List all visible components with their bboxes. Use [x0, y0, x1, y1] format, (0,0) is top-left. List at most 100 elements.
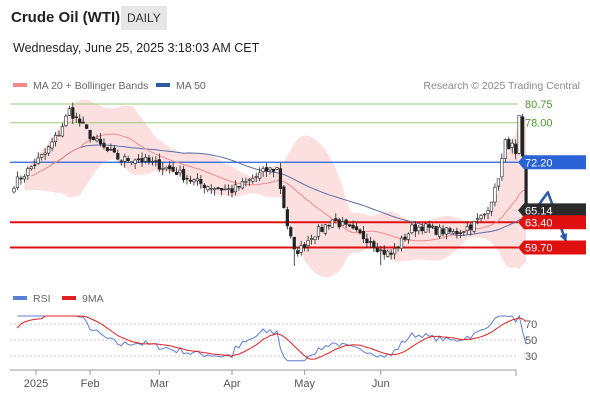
candle-body	[437, 226, 442, 237]
candle	[261, 165, 265, 177]
level-label-1: 78.00	[525, 118, 553, 130]
candlesticks	[12, 102, 528, 266]
candle-body	[237, 186, 241, 188]
candle-body	[130, 161, 134, 164]
candle-body	[455, 230, 459, 235]
candle	[226, 184, 231, 196]
candle	[230, 184, 234, 198]
candle-body	[517, 115, 521, 154]
candle	[26, 166, 30, 180]
candle	[313, 236, 317, 245]
candle-body	[67, 108, 71, 116]
candle	[88, 129, 92, 143]
candle	[109, 143, 113, 151]
candle	[337, 217, 341, 230]
candle	[147, 154, 151, 165]
candle-body	[424, 223, 428, 233]
timeframe-badge[interactable]: DAILY	[121, 6, 167, 30]
candle-body	[36, 157, 40, 164]
candle	[46, 145, 51, 156]
x-tick-label: Jun	[372, 378, 390, 390]
candle-body	[327, 225, 331, 227]
candle-body	[202, 184, 206, 189]
candle-body	[320, 226, 324, 232]
candle-body	[140, 158, 144, 163]
candle	[469, 223, 473, 236]
x-tick-label: May	[294, 378, 315, 390]
candle	[358, 228, 362, 235]
rsi-tick-label: 50	[525, 335, 537, 347]
candle	[403, 233, 407, 242]
candle	[247, 178, 251, 186]
candle	[264, 162, 269, 177]
candle-body	[365, 238, 369, 244]
candle-body	[213, 188, 217, 191]
candle	[157, 153, 161, 172]
candle	[472, 220, 476, 234]
candle	[213, 187, 217, 196]
candle-body	[240, 181, 244, 189]
candle-body	[74, 116, 78, 118]
candle	[178, 165, 182, 177]
candle	[503, 138, 507, 163]
candle	[258, 167, 262, 182]
candle-body	[261, 168, 265, 172]
candle-body	[112, 147, 116, 153]
candle-body	[150, 160, 155, 163]
candle	[60, 123, 65, 138]
candle-body	[171, 166, 175, 172]
candle-body	[192, 179, 196, 183]
candle	[489, 201, 494, 216]
candle-body	[413, 224, 417, 232]
candle-body	[482, 213, 487, 216]
candle	[216, 186, 220, 190]
candle-body	[43, 152, 47, 155]
candle-body	[330, 219, 334, 228]
candle	[379, 245, 383, 266]
candle-body	[389, 252, 393, 255]
candle-body	[358, 229, 362, 234]
candle-body	[323, 224, 328, 234]
x-tick-label: Feb	[81, 378, 100, 390]
candle-body	[410, 224, 414, 234]
instrument-title: Crude Oil (WTI)	[11, 9, 121, 26]
candle-body	[510, 142, 514, 148]
candle	[175, 167, 179, 176]
candle-body	[444, 227, 449, 235]
rsi-tick-label: 30	[525, 351, 537, 363]
candle-body	[306, 240, 310, 247]
candle	[195, 173, 199, 186]
candle-body	[185, 178, 189, 180]
candle-body	[12, 188, 16, 193]
candle	[465, 221, 469, 235]
bollinger-band-fill	[24, 99, 527, 278]
candle-body	[296, 250, 300, 255]
candle-body	[123, 156, 127, 162]
candle-body	[116, 153, 120, 160]
candle	[78, 114, 82, 127]
candle-body	[220, 188, 224, 191]
candle-body	[496, 178, 501, 187]
candle	[53, 132, 58, 147]
legend-label-9ma: 9MA	[82, 293, 104, 305]
candle-body	[157, 159, 161, 170]
candle	[351, 220, 355, 230]
candle	[188, 175, 193, 185]
candle-body	[396, 246, 400, 249]
candle	[161, 162, 165, 176]
candle	[237, 186, 241, 191]
forecast-arrow-head	[559, 233, 568, 243]
candle	[389, 249, 393, 260]
candle-body	[53, 134, 58, 143]
candle	[19, 175, 23, 185]
candle-body	[479, 215, 483, 219]
candle-body	[403, 236, 407, 240]
candle-body	[316, 226, 321, 237]
candle-body	[268, 167, 272, 171]
candle-body	[458, 232, 462, 234]
candle	[271, 168, 276, 178]
candle	[43, 148, 47, 161]
x-tick-label: Apr	[223, 378, 240, 390]
candle	[299, 240, 303, 256]
